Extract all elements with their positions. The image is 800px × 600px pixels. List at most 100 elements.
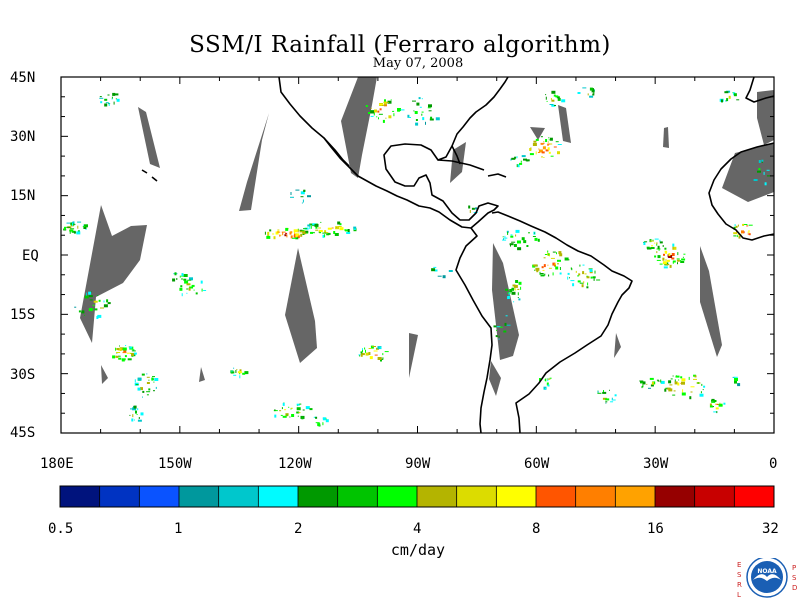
- rain-pixel: [146, 376, 150, 378]
- no-data-swath: [614, 333, 621, 358]
- rain-pixel: [546, 100, 548, 102]
- lon-label: 120W: [278, 456, 312, 472]
- rain-pixel: [118, 357, 122, 360]
- rain-pixel: [71, 230, 76, 233]
- rain-pixel: [244, 371, 249, 375]
- rain-pixel: [233, 367, 235, 369]
- rain-pixel: [676, 259, 680, 262]
- rain-pixel: [648, 387, 651, 389]
- lon-label: 150W: [158, 456, 192, 472]
- rain-pixel: [346, 232, 351, 234]
- rain-pixel: [545, 96, 547, 100]
- rain-pixel: [672, 246, 677, 250]
- rain-pixel: [239, 372, 241, 375]
- coastline-south-america: [455, 211, 633, 433]
- rain-pixel: [286, 414, 289, 416]
- rain-pixel: [138, 417, 140, 419]
- rain-pixel: [506, 230, 509, 233]
- rain-pixel: [570, 280, 575, 282]
- rain-pixel: [373, 112, 375, 116]
- rain-pixel: [545, 94, 547, 96]
- rain-pixel: [549, 104, 554, 105]
- rain-pixel: [554, 105, 556, 106]
- rain-pixel: [672, 260, 676, 263]
- rain-pixel: [758, 168, 761, 171]
- rain-pixel: [142, 396, 143, 398]
- rain-pixel: [273, 236, 276, 240]
- rain-pixel: [716, 404, 719, 405]
- lat-label: 15N: [10, 188, 36, 204]
- rain-pixel: [551, 90, 556, 94]
- rain-pixel: [136, 414, 138, 415]
- rain-pixel: [176, 278, 178, 280]
- rain-pixel: [300, 196, 304, 198]
- rain-pixel: [649, 377, 654, 380]
- coastline-hawaii: [141, 169, 158, 182]
- rain-pixel: [290, 408, 292, 410]
- rain-pixel: [515, 280, 519, 283]
- rain-pixel: [662, 245, 664, 247]
- rain-pixel: [413, 110, 415, 112]
- rain-pixel: [547, 378, 549, 382]
- rain-pixel: [665, 250, 668, 254]
- rain-pixel: [100, 101, 103, 104]
- rain-pixel: [654, 238, 659, 240]
- rain-pixel: [571, 268, 573, 271]
- rain-pixel: [642, 384, 644, 388]
- rain-pixel: [448, 270, 453, 272]
- rain-pixel: [654, 255, 657, 258]
- rain-pixel: [295, 237, 299, 240]
- rain-pixel: [272, 233, 275, 235]
- rain-pixel: [277, 231, 281, 233]
- rain-pixel: [654, 242, 656, 244]
- rain-pixel: [526, 245, 529, 247]
- rain-pixel: [503, 238, 504, 241]
- rain-pixel: [327, 232, 331, 235]
- rain-pixel: [550, 257, 555, 259]
- no-data-swath: [239, 113, 269, 211]
- rain-pixel: [93, 300, 98, 303]
- rain-pixel: [508, 292, 510, 296]
- rain-pixel: [544, 379, 546, 382]
- rain-pixel: [430, 116, 433, 120]
- rain-pixel: [646, 246, 650, 249]
- rain-pixel: [121, 359, 125, 362]
- rain-pixel: [502, 236, 504, 238]
- rain-pixel: [239, 369, 242, 372]
- rain-pixel: [331, 227, 334, 229]
- rain-pixel: [534, 232, 536, 234]
- rain-pixel: [520, 286, 522, 290]
- rain-pixel: [237, 371, 242, 374]
- rain-pixel: [121, 358, 126, 361]
- rain-pixel: [318, 230, 323, 232]
- rain-pixel: [548, 139, 550, 141]
- rain-pixel: [131, 350, 136, 352]
- rain-pixel: [547, 147, 550, 151]
- no-data-swath: [489, 361, 501, 396]
- coastline-baja: [323, 137, 350, 167]
- rain-pixel: [302, 231, 307, 235]
- rain-pixel: [90, 291, 92, 293]
- rain-pixel: [274, 409, 276, 412]
- rain-pixel: [104, 98, 108, 101]
- rain-pixel: [657, 245, 660, 249]
- rain-pixel: [186, 292, 188, 294]
- rain-pixel: [290, 407, 293, 409]
- rain-pixel: [428, 104, 432, 108]
- rain-pixel: [548, 267, 552, 269]
- rain-pixel: [718, 403, 723, 407]
- logo-letter: D: [792, 584, 797, 592]
- rain-pixel: [699, 393, 704, 397]
- rain-pixel: [327, 227, 332, 230]
- rain-pixel: [495, 335, 498, 338]
- rain-pixel: [290, 192, 292, 195]
- rain-pixel: [201, 288, 203, 292]
- rain-pixel: [376, 116, 378, 118]
- rain-pixel: [663, 253, 665, 256]
- rain-pixel: [517, 240, 521, 244]
- rain-pixel: [557, 259, 561, 262]
- rain-pixel: [315, 229, 319, 231]
- no-data-swath: [558, 105, 571, 143]
- rain-pixel: [668, 255, 673, 258]
- rain-pixel: [345, 229, 349, 232]
